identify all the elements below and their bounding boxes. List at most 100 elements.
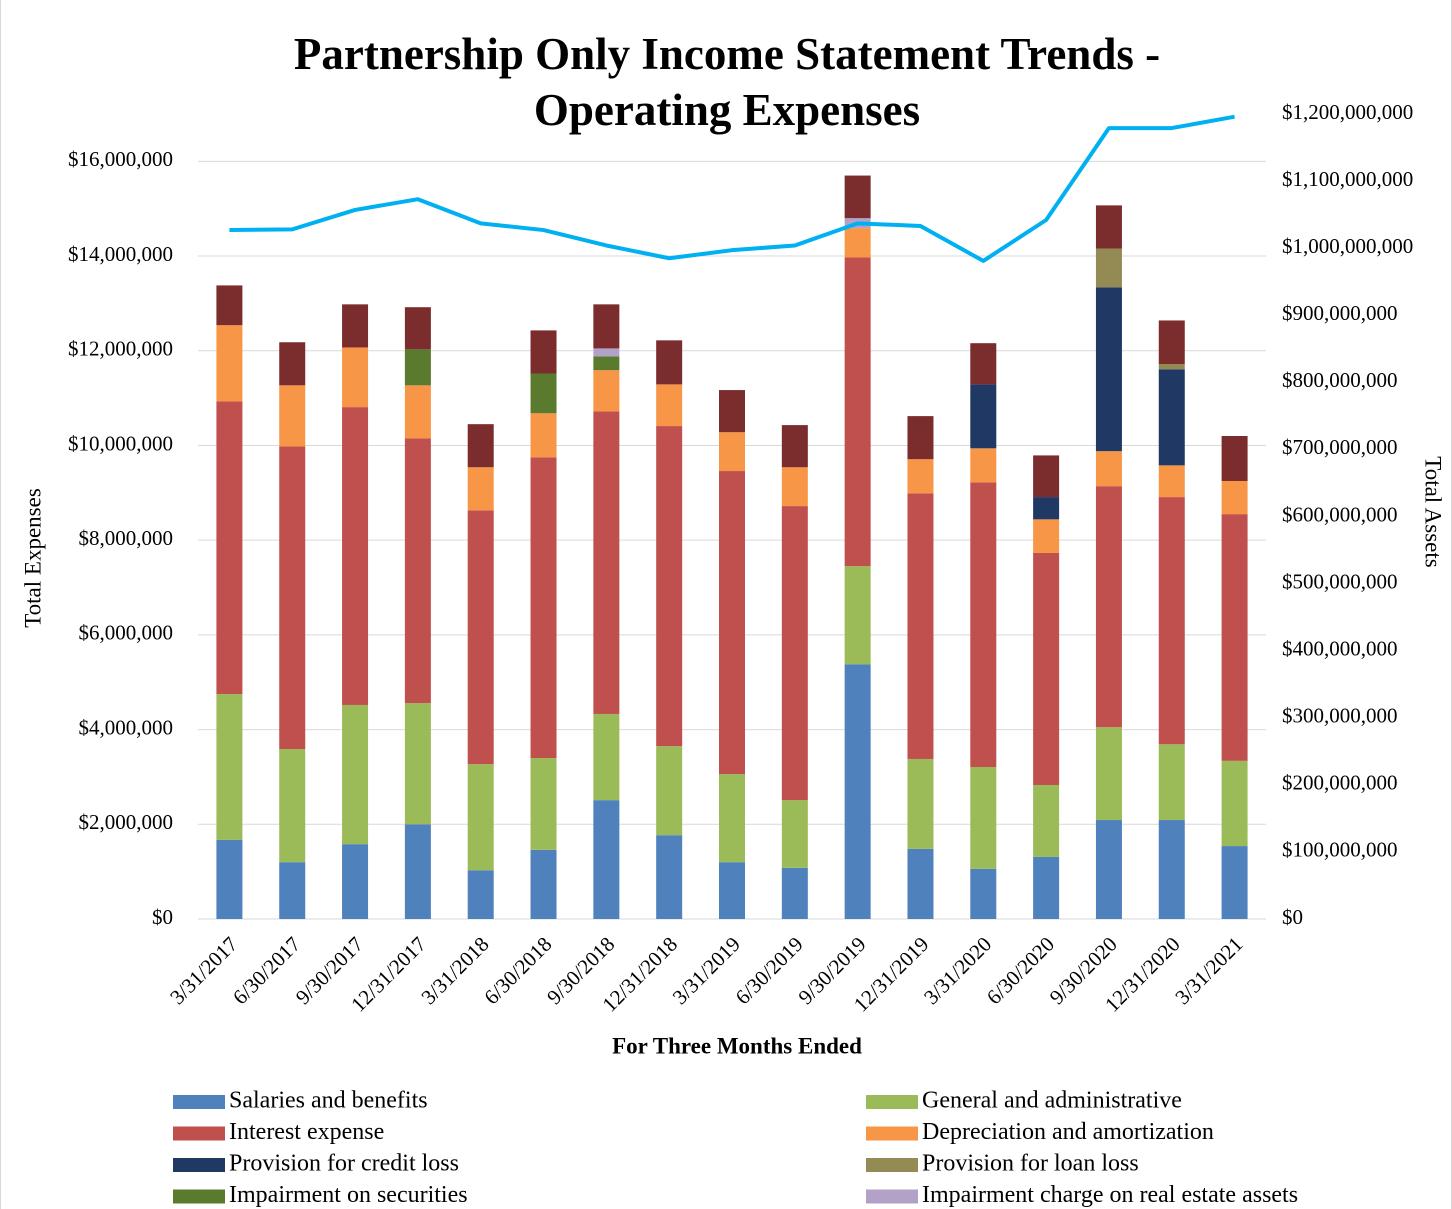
y2-tick-label: $600,000,000	[1282, 502, 1398, 526]
y-tick-label: $0	[152, 905, 173, 929]
bar-segment	[719, 390, 745, 433]
bar-segment	[781, 467, 808, 507]
bar-segment	[1033, 784, 1060, 857]
y2-tick-label: $0	[1282, 905, 1303, 929]
bar-segment	[907, 848, 934, 919]
bar-segment	[593, 370, 620, 412]
y2-tick-label: $200,000,000	[1282, 771, 1398, 795]
bar-segment	[719, 432, 745, 472]
bar-segment	[1095, 451, 1122, 487]
y-axis-title: Total Expenses	[20, 488, 45, 628]
y-tick-label: $8,000,000	[79, 526, 174, 550]
legend-swatch	[866, 1158, 918, 1172]
bar-segment	[216, 401, 243, 695]
bar-segment	[530, 330, 557, 374]
x-tick-label: 6/30/2020	[982, 932, 1059, 1009]
bar-segment	[844, 228, 871, 258]
bar-segment	[1095, 287, 1122, 452]
bar-segment	[907, 758, 934, 849]
bar-segment	[1158, 497, 1185, 745]
bar-segment	[1221, 480, 1248, 515]
y-tick-label: $12,000,000	[68, 337, 173, 361]
x-tick-label: 3/31/2019	[668, 932, 745, 1009]
bar-segment	[656, 835, 683, 919]
bar-segment	[279, 749, 306, 863]
y-tick-label: $10,000,000	[68, 431, 173, 455]
bar-segment	[530, 849, 557, 919]
legend-label: Depreciation and amortization	[922, 1119, 1214, 1145]
y-tick-label: $14,000,000	[68, 242, 173, 266]
legend-swatch	[173, 1189, 225, 1204]
line-series	[229, 114, 1235, 263]
bar-segment	[467, 424, 494, 468]
bar-segment	[593, 348, 620, 357]
bar-segment	[279, 385, 306, 447]
bar-segment	[1158, 320, 1185, 365]
bar-segment	[404, 438, 431, 704]
bar-segment	[467, 764, 494, 871]
bar-segment	[970, 482, 997, 767]
bar-segment	[844, 566, 871, 665]
bar-segment	[404, 824, 431, 919]
chart-title: Partnership Only Income Statement Trends…	[293, 29, 1161, 135]
y2-tick-label: $1,200,000,000	[1282, 100, 1413, 124]
bar-segment	[1221, 760, 1248, 847]
legend-swatch	[866, 1126, 918, 1141]
bar-segment	[1158, 364, 1185, 370]
bar-segment	[970, 868, 997, 919]
bar-segment	[656, 384, 683, 427]
bar-segment	[342, 844, 369, 919]
bar-segment	[1158, 369, 1185, 466]
y2-axis-title: Total Assets	[1421, 456, 1446, 568]
bar-segment	[216, 839, 243, 919]
legend-label: Interest expense	[229, 1119, 384, 1145]
bar-segment	[530, 373, 557, 414]
bar-segment	[1095, 820, 1122, 919]
bar-segment	[279, 446, 306, 750]
bar-segment	[1221, 846, 1248, 919]
y-tick-label: $2,000,000	[79, 810, 174, 834]
x-tick-label: 6/30/2017	[228, 932, 305, 1009]
bar-segment	[593, 356, 620, 371]
bar-segment	[1158, 744, 1185, 821]
bar-segment	[216, 694, 243, 840]
x-axis-title: For Three Months Ended	[612, 1033, 862, 1058]
x-tick-label: 3/31/2020	[919, 932, 996, 1009]
bar-segment	[719, 862, 745, 919]
bar-segment	[467, 870, 494, 919]
legend-label: Impairment charge on real estate assets	[922, 1182, 1298, 1208]
y-tick-label: $6,000,000	[79, 621, 174, 645]
bar-segment	[404, 385, 431, 439]
bar-segment	[279, 342, 306, 386]
legend-label: Salaries and benefits	[229, 1088, 428, 1114]
bar-segment	[1033, 519, 1060, 553]
bar-segment	[970, 384, 997, 449]
bar-segment	[970, 766, 997, 869]
bar-segment	[1033, 497, 1060, 520]
bar-segment	[844, 664, 871, 919]
bar-segment	[844, 175, 871, 219]
bar-segment	[1221, 514, 1248, 761]
legend-label: General and administrative	[922, 1088, 1182, 1114]
bar-segment	[781, 425, 808, 468]
bar-segment	[1095, 486, 1122, 728]
bar-segment	[404, 349, 431, 386]
bar-segment	[216, 325, 243, 402]
bar-segment	[1033, 455, 1060, 498]
bar-segment	[467, 510, 494, 765]
bar-segment	[530, 413, 557, 458]
bar-segment	[593, 411, 620, 714]
x-tick-label: 3/31/2018	[416, 932, 493, 1009]
bar-segment	[781, 867, 808, 919]
legend-swatch	[173, 1126, 225, 1141]
y2-tick-label: $700,000,000	[1282, 435, 1398, 459]
y-tick-label: $16,000,000	[68, 147, 173, 171]
bar-segment	[1033, 856, 1060, 919]
bar-segment	[781, 800, 808, 868]
legend-swatch	[866, 1189, 918, 1204]
bar-segment	[1033, 552, 1060, 785]
bar-segment	[404, 703, 431, 825]
bar-segment	[404, 307, 431, 350]
legend-swatch	[866, 1095, 918, 1109]
